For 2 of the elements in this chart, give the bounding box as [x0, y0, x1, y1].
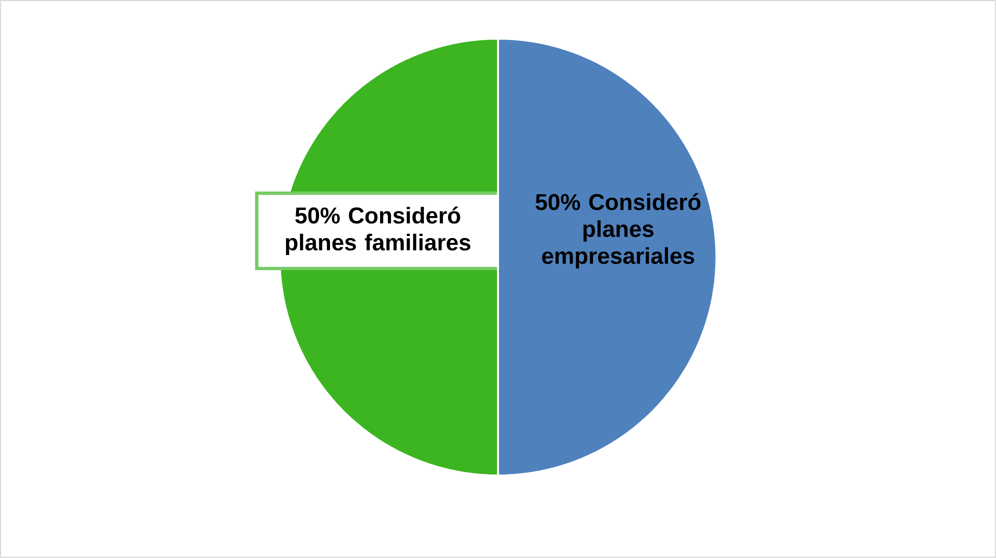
- slice-label: 50% Consideró planes empresariales: [536, 193, 701, 269]
- slice-label: 50% Consideró planes familiares: [286, 206, 470, 256]
